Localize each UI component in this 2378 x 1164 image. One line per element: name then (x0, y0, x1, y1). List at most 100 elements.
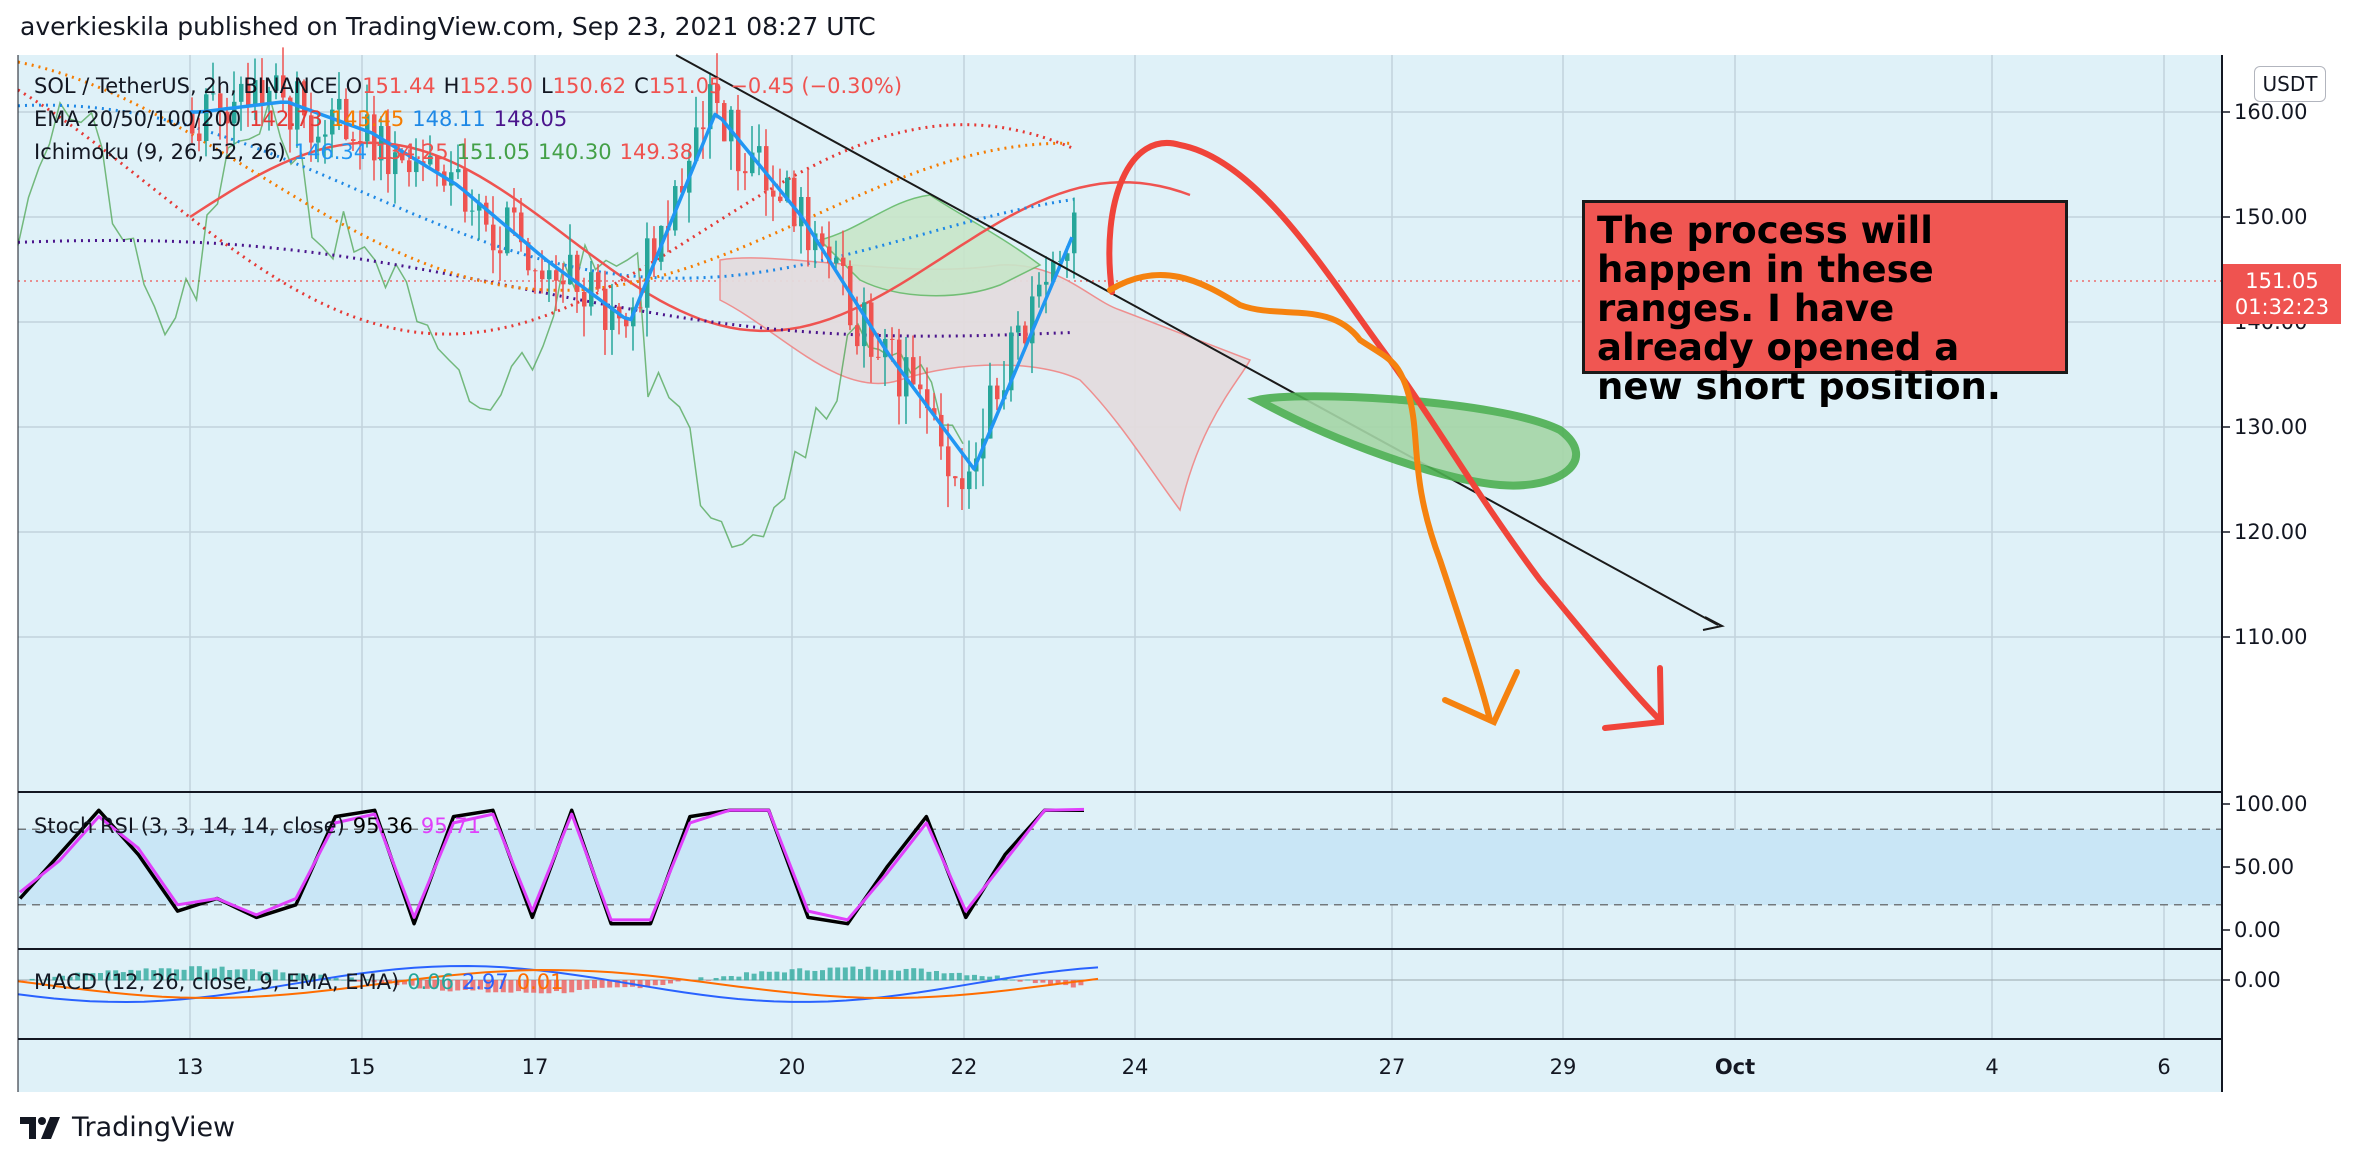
macd-hist-bar (896, 970, 901, 981)
macd-hist-value: 0.06 (407, 970, 454, 994)
candle-body (834, 257, 839, 264)
candle-body (890, 338, 895, 340)
footer-brand[interactable]: TradingView (20, 1112, 235, 1143)
macd-hist-bar (736, 976, 742, 981)
candle-body (519, 212, 524, 243)
macd-signal-value: 0.01 (516, 970, 564, 994)
stoch-tick-label: 100.00 (2234, 792, 2307, 816)
macd-hist-bar (721, 976, 727, 981)
time-tick-label: 22 (951, 1055, 978, 1079)
macd-hist-bar (1070, 980, 1076, 988)
macd-hist-bar (333, 978, 339, 981)
macd-signal-line (17, 968, 1099, 1000)
candle-body (449, 172, 454, 186)
kijun-sen (189, 141, 1191, 333)
macd-hist-bar (652, 980, 658, 986)
macd-hist-bar (37, 979, 43, 981)
macd-hist-bar (364, 979, 369, 981)
macd-hist-bar (250, 969, 255, 981)
macd-hist-bar (706, 980, 711, 981)
stoch-series-d (19, 807, 1085, 922)
macd-hist-bar (858, 969, 863, 981)
candle-body (813, 233, 818, 251)
macd-hist-bar (941, 973, 947, 981)
macd-hist-bar (113, 970, 119, 981)
candle-body (603, 288, 608, 330)
time-tick-label: 29 (1550, 1055, 1577, 1079)
macd-hist-bar (774, 971, 780, 981)
candle-body (316, 136, 321, 143)
candle-body (1065, 253, 1070, 261)
candle-body (246, 83, 251, 107)
candle-body (1016, 325, 1021, 333)
legend-symbol-row: SOL / TetherUS, 2h, BINANCE O151.44 H152.5… (34, 74, 918, 98)
axis-layer: 110.00120.00130.00140.00150.00160.000.00… (17, 55, 2378, 1092)
time-tick-label: 13 (177, 1055, 204, 1079)
candle-body (512, 207, 517, 213)
macd-hist-bar (447, 980, 453, 992)
macd-hist-bar (98, 973, 103, 981)
candle-body (1072, 212, 1077, 254)
candle-body (239, 83, 244, 102)
publisher-header: averkieskila published on TradingView.co… (20, 12, 876, 41)
macd-hist-bar (850, 966, 856, 981)
candle-body (379, 126, 384, 161)
candle-body (323, 134, 328, 137)
macd-hist-bar (212, 968, 217, 981)
open-label: O (345, 74, 363, 98)
candle-body (344, 98, 349, 140)
macd-hist-bar (280, 972, 286, 981)
candle-body (694, 127, 699, 161)
macd-hist-bar (873, 969, 879, 981)
candle-body (1037, 284, 1042, 297)
close-value: 151.05 (648, 74, 723, 98)
candle-body (596, 272, 601, 289)
candle-body (701, 127, 706, 130)
candle-body (484, 202, 489, 225)
currency-button[interactable]: USDT (2254, 66, 2326, 102)
annotation-text-box[interactable]: The process will happen in these ranges.… (1582, 200, 2068, 406)
stoch-band (18, 829, 2222, 905)
macd-hist-bar (516, 980, 521, 992)
drawing-layer (675, 54, 1725, 731)
price-tick-label: 110.00 (2234, 625, 2307, 649)
macd-hist-bar (561, 980, 567, 994)
red-arrowhead (1602, 665, 1665, 731)
time-tick-label: 20 (779, 1055, 806, 1079)
macd-hist-bar (614, 980, 620, 988)
bar-countdown: 01:32:23 (2234, 295, 2330, 319)
candle-body (820, 233, 825, 247)
macd-hist-bar (713, 977, 719, 981)
macd-hist-bar (82, 973, 88, 981)
symbol-label: SOL / TetherUS, 2h, BINANCE (34, 74, 338, 98)
macd-hist-bar (143, 968, 149, 981)
brand-name: TradingView (72, 1112, 236, 1143)
macd-hist-bar (348, 977, 354, 981)
macd-hist-bar (842, 967, 848, 981)
candle-body (456, 169, 461, 173)
candle-body (204, 94, 209, 141)
macd-hist-bar (827, 967, 833, 981)
macd-hist-bar (417, 980, 423, 989)
candle-body (498, 250, 503, 254)
candle-body (855, 325, 860, 347)
macd-hist-bar (789, 969, 795, 981)
macd-hist-bar (751, 973, 757, 981)
macd-hist-bar (257, 971, 263, 981)
candle-body (638, 307, 643, 309)
macd-hist-bar (637, 980, 643, 989)
candle-body (302, 81, 307, 116)
candle-body (365, 114, 370, 142)
candle-body (925, 389, 930, 409)
candle-body (232, 101, 237, 124)
candle-body (575, 254, 580, 292)
macd-hist-bar (972, 974, 977, 981)
candle-body (582, 291, 587, 307)
ichimoku-value-1: 146.34 (293, 140, 368, 164)
ichimoku-value-2: 134.25 (375, 140, 449, 164)
stoch-d-value: 95.71 (420, 814, 482, 838)
macd-hist-bar (987, 976, 993, 981)
last-price-value: 151.05 (2245, 268, 2319, 293)
macd-hist-bar (728, 976, 734, 981)
